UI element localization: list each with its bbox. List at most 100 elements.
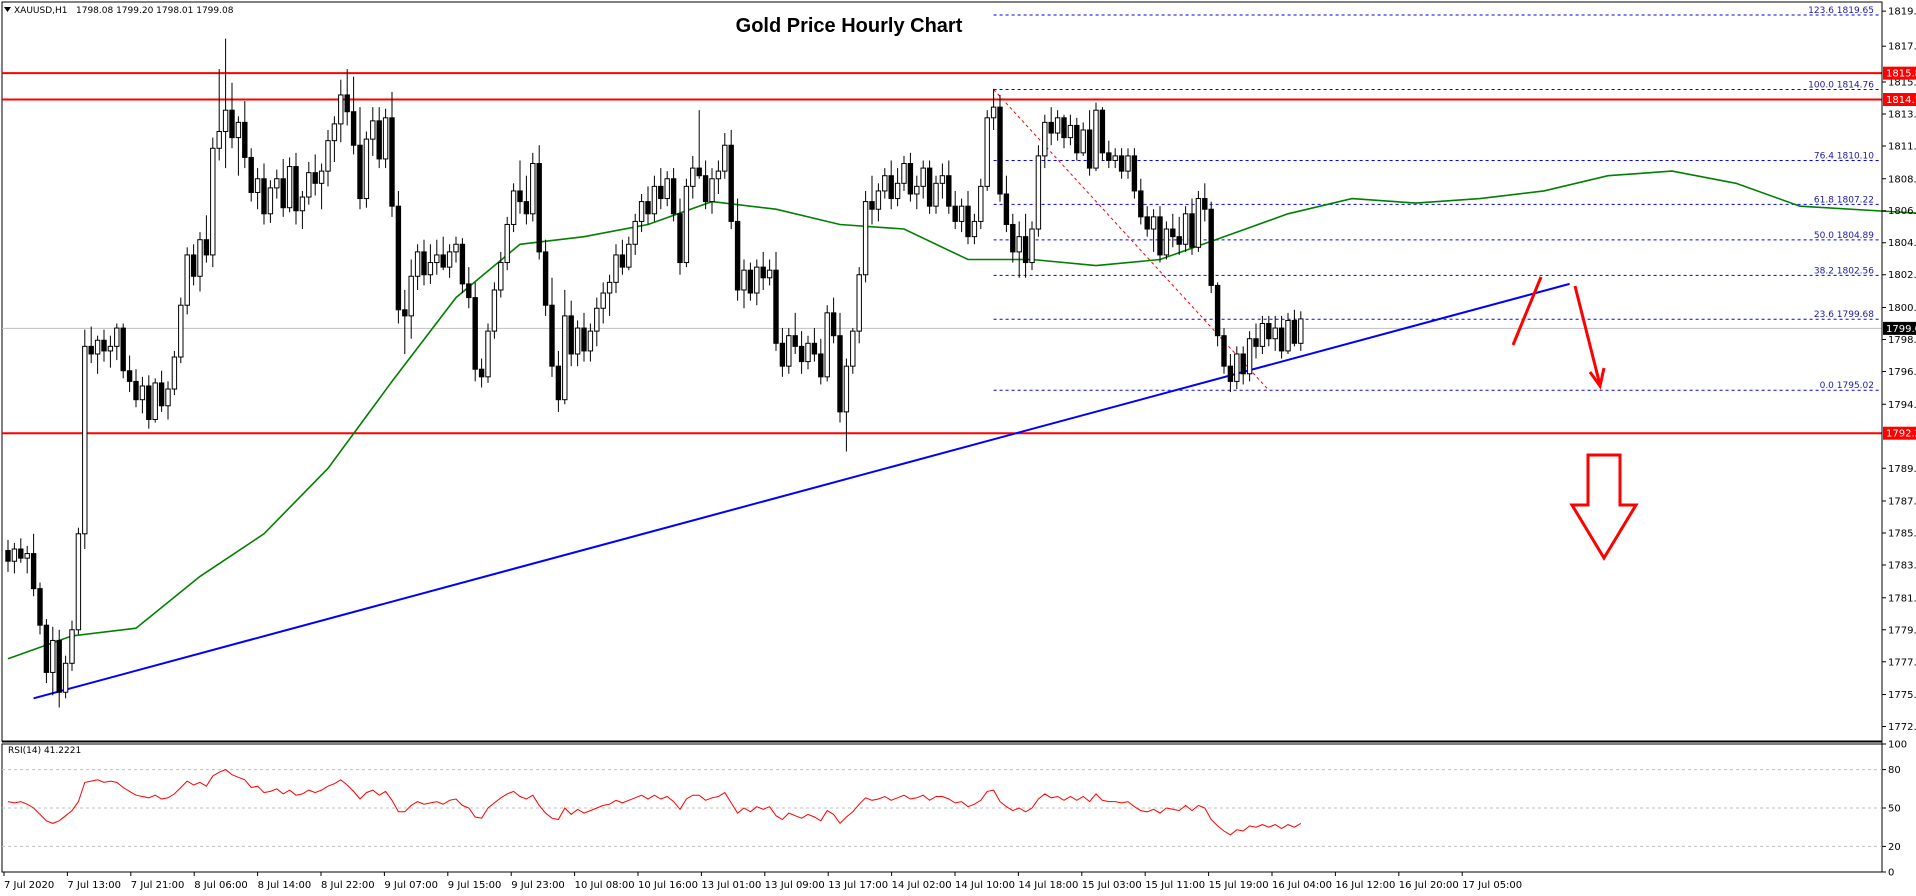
rsi-label: RSI(14) 41.2221 [8, 746, 81, 756]
candle [363, 131, 370, 208]
candle [856, 267, 862, 344]
candle-body-bullish [382, 117, 389, 160]
candle [1010, 213, 1016, 263]
candle-body-bullish [1112, 155, 1118, 161]
candle [229, 82, 235, 149]
candle [888, 160, 894, 210]
candle [1163, 221, 1170, 260]
candle-body-bearish [907, 163, 914, 195]
candle-body-bearish [581, 327, 587, 352]
candle-body-bullish [606, 281, 613, 294]
price-tick-label: 1779.30 [1888, 625, 1916, 636]
candle [190, 244, 197, 286]
horizontal-levels [2, 72, 1882, 435]
candle-body-bullish [1054, 117, 1061, 134]
candle [504, 216, 510, 271]
candle [1285, 312, 1291, 354]
candle-body-bullish [933, 182, 939, 207]
candle [741, 259, 747, 309]
candle [1259, 315, 1266, 354]
candle [267, 180, 274, 223]
candle-body-bearish [760, 266, 766, 279]
candle [542, 239, 549, 316]
candle [696, 110, 702, 179]
candle-body-bullish [210, 147, 216, 256]
candlesticks [5, 38, 1304, 708]
candle [24, 545, 30, 574]
candle-body-bearish [1131, 155, 1138, 192]
candle [485, 323, 491, 383]
price-tick-label: 1783.55 [1888, 561, 1916, 572]
candle [210, 137, 216, 268]
candle [1240, 346, 1246, 385]
candle-body-bearish [773, 269, 779, 344]
candle [990, 88, 997, 130]
candle-body-bullish [613, 254, 619, 283]
candle [242, 101, 248, 169]
candle-body-bearish [350, 111, 357, 146]
candle [760, 251, 766, 290]
candle [344, 69, 350, 126]
candle [926, 160, 933, 214]
fib-retracement-diagonal [993, 89, 1270, 391]
candle [862, 190, 869, 283]
arrow-down-head [1588, 367, 1606, 390]
candle-body-bullish [363, 138, 370, 200]
candle-body-bullish [1285, 319, 1291, 352]
candle [549, 277, 555, 377]
candle-body-bullish [600, 292, 606, 309]
time-tick-label: 13 Jul 09:00 [765, 880, 825, 891]
price-tick-label: 1815.25 [1888, 77, 1916, 88]
candle-body-bullish [862, 201, 869, 276]
candle [30, 533, 37, 597]
candle [523, 175, 530, 225]
candle-body-bearish [1118, 155, 1125, 172]
candle [587, 323, 594, 362]
candle-body-bearish [517, 190, 523, 203]
candle-body-bullish [82, 345, 88, 535]
candle-body-bearish [466, 283, 472, 299]
candle [709, 168, 715, 214]
candle-body-bullish [267, 187, 274, 215]
candle-body-bullish [1035, 155, 1042, 230]
candle-body-bearish [670, 178, 677, 215]
candle [133, 369, 139, 408]
candle-body-bullish [114, 327, 120, 347]
time-tick-label: 16 Jul 04:00 [1272, 880, 1332, 891]
candle-body-bullish [62, 662, 69, 693]
symbol-dropdown-icon[interactable] [4, 7, 11, 12]
candle-body-bearish [30, 553, 37, 590]
price-tick-label: 1781.40 [1888, 593, 1916, 604]
candle-body-bearish [549, 304, 555, 367]
candle-body-bearish [811, 342, 818, 355]
candle [120, 323, 126, 379]
candle-body-bearish [43, 624, 50, 673]
candle [1227, 353, 1234, 393]
candle-body-bearish [120, 327, 126, 372]
candle-body-bullish [939, 175, 946, 184]
candle-body-bullish [786, 335, 792, 367]
candle-body-bullish [856, 274, 862, 332]
candle [664, 171, 670, 207]
candle [645, 186, 651, 225]
rsi-line [7, 769, 1302, 836]
candle [1106, 140, 1112, 169]
candle-body-bearish [696, 167, 702, 177]
candle [1298, 311, 1304, 351]
candle-body-bearish [645, 201, 651, 215]
candle [11, 542, 18, 574]
candle [338, 79, 344, 143]
candle-body-bearish [542, 251, 549, 306]
price-tick-label: 1777.20 [1888, 657, 1916, 668]
candle-body-bearish [1227, 365, 1234, 382]
candle-body-bearish [536, 163, 542, 253]
candle-body-bearish [18, 548, 24, 559]
candle-body-bearish [1202, 198, 1208, 210]
candle-body-bullish [722, 144, 728, 172]
candle-body-bullish [805, 342, 811, 363]
candle [1131, 148, 1138, 199]
candle [1182, 206, 1189, 252]
candle [805, 335, 811, 370]
candle-body-bullish [408, 275, 414, 317]
price-tick-label: 1787.75 [1888, 497, 1916, 508]
